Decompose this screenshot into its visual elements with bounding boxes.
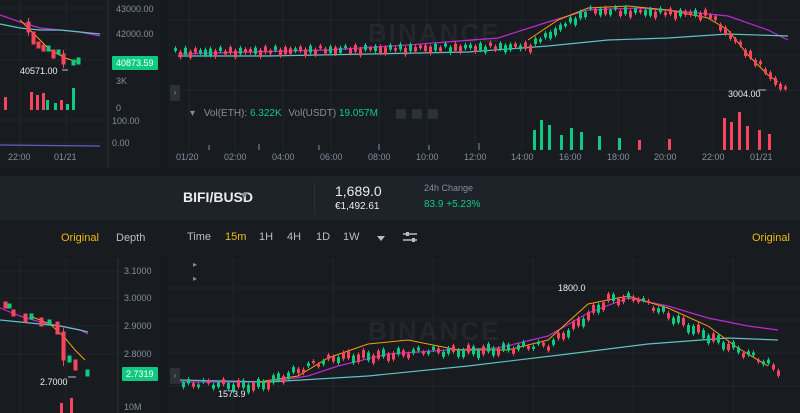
change-label: 24h Change xyxy=(424,183,474,193)
time-tick: 02:00 xyxy=(224,152,247,162)
more-intervals-icon[interactable] xyxy=(377,236,385,241)
time-tick: 06:00 xyxy=(320,152,343,162)
close-icon[interactable] xyxy=(428,109,438,119)
time-tick: 08:00 xyxy=(368,152,391,162)
interval-1h[interactable]: 1H xyxy=(259,231,274,243)
time-tick: 04:00 xyxy=(272,152,295,162)
price-tick: 3.0000 xyxy=(124,293,152,303)
time-tick: 10:00 xyxy=(416,152,439,162)
time-tick: 20:00 xyxy=(654,152,677,162)
expand-arrow-icon[interactable]: ▸ xyxy=(193,260,198,269)
price-tick: 3.1000 xyxy=(124,266,152,276)
time-tick: 16:00 xyxy=(559,152,582,162)
binance-watermark: BINANCE xyxy=(368,316,501,346)
interval-15m[interactable]: 15m xyxy=(225,231,247,243)
time-tick: 01/21 xyxy=(750,152,773,162)
ticker-header xyxy=(0,176,800,220)
vol-eth-value: 6.322K xyxy=(249,108,282,119)
low-marker-label: 40571.00 xyxy=(20,66,58,76)
binance-watermark: BINANCE xyxy=(368,18,501,48)
collapse-arrow-icon[interactable]: › xyxy=(170,368,180,384)
current-price-tag: 2.7319 xyxy=(122,367,158,381)
bottom-main-chart-svg xyxy=(168,258,800,413)
top-main-chart-svg xyxy=(168,0,800,150)
chart-settings-icon[interactable] xyxy=(402,230,418,244)
top-left-chart: 43000.00 42000.00 40571.00 40873.59 3K 0… xyxy=(0,0,160,168)
expand-arrow-icon[interactable]: ▸ xyxy=(193,274,198,283)
indicator-tick: 100.00 xyxy=(112,116,140,126)
volume-tick: 3K xyxy=(116,76,128,86)
current-price-tag: 40873.59 xyxy=(112,56,158,70)
vol-usdt-label: Vol(USDT) xyxy=(288,108,337,119)
high-marker-label: 1800.0 xyxy=(558,283,586,293)
tab-original-right[interactable]: Original xyxy=(752,232,790,244)
price-tick: 2.8000 xyxy=(124,349,152,359)
volume-legend: ▾ Vol(ETH): 6.322K Vol(USDT) 19.057M xyxy=(190,108,378,119)
chart-toolbar xyxy=(0,221,800,255)
time-tick: 01/20 xyxy=(176,152,199,162)
indicator-tick: 0.00 xyxy=(112,138,130,148)
volume-tick: 10M xyxy=(124,402,142,412)
top-main-chart: BINANCE 3004.00 › ▾ Vol(ETH): 6.322K Vol… xyxy=(168,0,800,168)
volume-tick: 0 xyxy=(116,103,122,113)
interval-time[interactable]: Time xyxy=(187,231,212,243)
low-marker-label: 1573.9 xyxy=(218,389,246,399)
time-tick: 12:00 xyxy=(464,152,487,162)
pair-dropdown-icon[interactable] xyxy=(240,193,248,198)
interval-1w[interactable]: 1W xyxy=(343,231,360,243)
divider xyxy=(314,183,315,213)
last-price: 1,689.0 xyxy=(335,183,382,199)
low-marker-label: 3004.00 xyxy=(728,89,761,99)
interval-4h[interactable]: 4H xyxy=(287,231,302,243)
last-price-eur: €1,492.61 xyxy=(335,201,380,212)
low-marker-label: 2.7000 xyxy=(40,377,68,387)
bottom-left-chart-svg xyxy=(0,258,119,413)
settings-icon[interactable] xyxy=(412,109,422,119)
vol-eth-label: Vol(ETH): xyxy=(203,108,248,119)
time-tick: 14:00 xyxy=(511,152,534,162)
price-tick: 2.9000 xyxy=(124,321,152,331)
collapse-arrow-icon[interactable]: › xyxy=(170,85,180,101)
price-tick: 43000.00 xyxy=(116,4,154,14)
bottom-main-chart: BINANCE 1800.0 1573.9 ▸ ▸ › xyxy=(168,258,800,413)
price-tick: 42000.00 xyxy=(116,29,154,39)
time-tick: 18:00 xyxy=(607,152,630,162)
top-left-chart-svg xyxy=(0,0,109,168)
time-tick: 22:00 xyxy=(8,152,31,162)
bottom-left-chart: 3.1000 3.0000 2.9000 2.8000 2.7000 2.731… xyxy=(0,258,160,413)
change-value: 83.9 +5.23% xyxy=(424,199,481,210)
eye-icon[interactable] xyxy=(396,109,406,119)
vol-usdt-value: 19.057M xyxy=(339,108,378,119)
interval-1d[interactable]: 1D xyxy=(316,231,331,243)
time-tick: 01/21 xyxy=(54,152,77,162)
tab-original-left[interactable]: Original xyxy=(61,232,99,244)
tab-depth[interactable]: Depth xyxy=(116,232,146,244)
time-tick: 22:00 xyxy=(702,152,725,162)
collapse-caret-icon[interactable]: ▾ xyxy=(190,108,196,119)
trading-pair[interactable]: BIFI/BUSD xyxy=(183,189,253,205)
